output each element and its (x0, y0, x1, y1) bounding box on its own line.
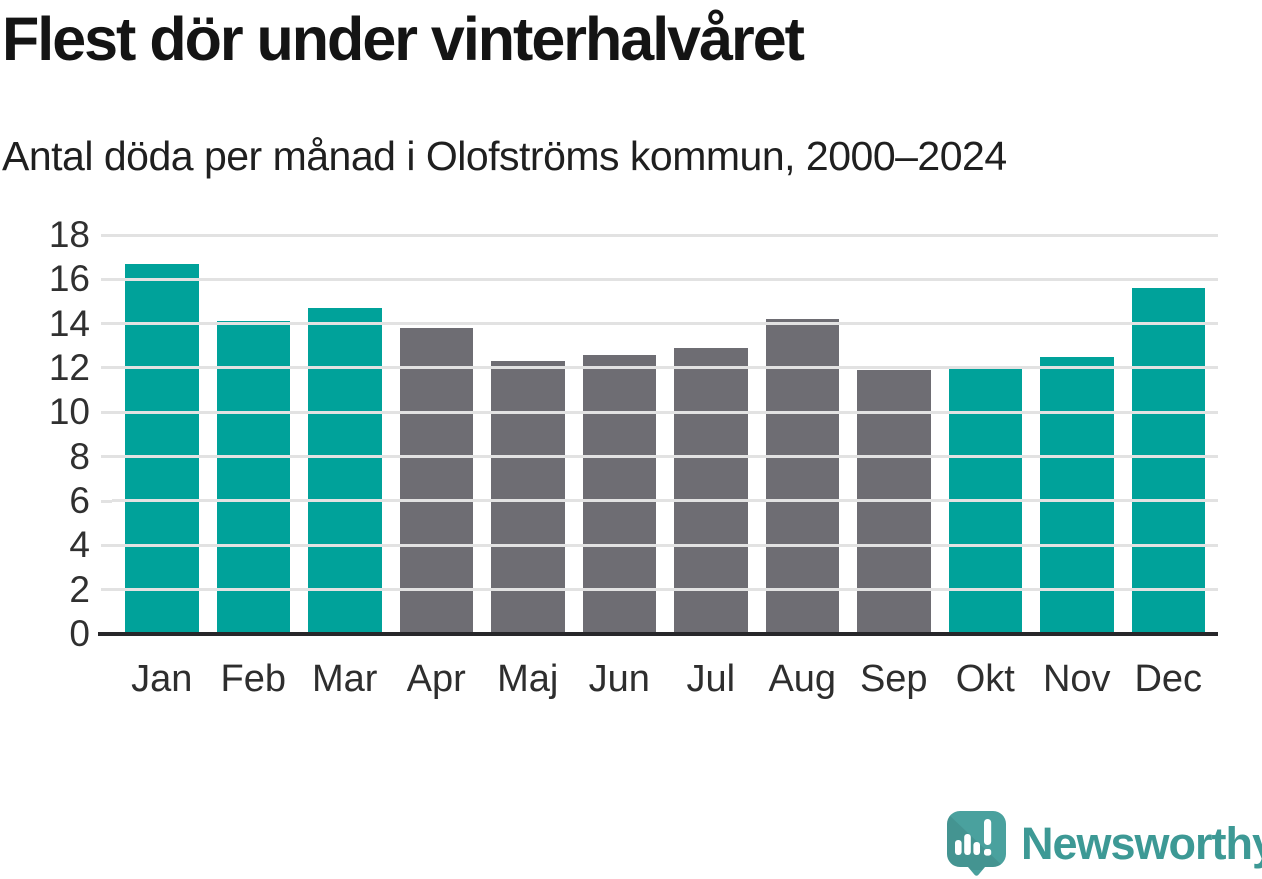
y-tick-16 (101, 277, 112, 281)
gridline-12 (112, 366, 1218, 370)
bar-jun (582, 354, 656, 634)
x-tick-label-nov: Nov (1042, 658, 1111, 700)
y-tick-8 (101, 455, 112, 459)
bar-slot-feb (216, 235, 290, 634)
y-tick-label-0: 0 (69, 613, 90, 654)
bar-slot-sep (857, 235, 931, 634)
y-tick-6 (101, 499, 112, 503)
y-tick-label-6: 6 (69, 479, 90, 521)
y-tick-label-18: 18 (48, 214, 90, 255)
bar-slot-jul (674, 235, 748, 634)
gridline-10 (112, 410, 1218, 414)
y-tick-2 (101, 588, 112, 592)
y-tick-10 (101, 410, 112, 414)
y-tick-label-4: 4 (69, 524, 90, 566)
y-tick-label-12: 12 (48, 346, 90, 388)
exclamation-dot (984, 849, 992, 856)
y-tick-label-16: 16 (48, 258, 90, 300)
bar-slot-okt (948, 235, 1022, 634)
bar-dec (1131, 288, 1205, 634)
y-axis: 0 2 4 6 8 10 12 14 16 18 (0, 214, 90, 654)
bar-slot-jan (125, 235, 199, 634)
bar-jul (674, 348, 748, 634)
chart-subtitle: Antal döda per månad i Olofströms kommun… (2, 133, 1007, 179)
chart-title: Flest dör under vinterhalvåret (2, 5, 805, 73)
x-tick-label-aug: Aug (768, 658, 837, 700)
bar-mar (308, 308, 382, 634)
gridline-14 (112, 322, 1218, 326)
brand-name: Newsworthy (1021, 818, 1262, 869)
bar-slot-nov (1040, 235, 1114, 634)
y-tick-12 (101, 366, 112, 370)
bar-feb (216, 321, 290, 634)
x-tick-label-mar: Mar (312, 658, 378, 700)
y-tick-label-8: 8 (69, 435, 90, 477)
mini-bar-1 (955, 840, 962, 855)
y-tick-4 (101, 543, 112, 547)
x-axis-line (98, 632, 1218, 636)
bar-slot-maj (491, 235, 565, 634)
x-tick-label-okt: Okt (955, 658, 1015, 700)
bar-slot-aug (765, 235, 839, 634)
bar-slot-jun (582, 235, 656, 634)
mini-bar-2 (964, 834, 971, 855)
x-tick-label-jul: Jul (686, 658, 736, 700)
y-tick-label-10: 10 (48, 391, 90, 433)
bar-apr (399, 328, 473, 634)
bars-group (112, 235, 1218, 634)
y-tick-18 (101, 233, 112, 237)
gridline-2 (112, 588, 1218, 592)
y-tick-14 (101, 322, 112, 326)
bar-nov (1040, 356, 1114, 634)
gridline-18 (112, 233, 1218, 237)
x-tick-label-dec: Dec (1134, 658, 1203, 700)
gridline-8 (112, 455, 1218, 459)
x-tick-label-jun: Jun (588, 658, 650, 700)
x-tick-label-maj: Maj (497, 658, 559, 700)
bar-jan (125, 263, 199, 634)
newsworthy-branding: Newsworthy (946, 810, 1262, 877)
x-tick-label-sep: Sep (859, 658, 928, 700)
bar-slot-mar (308, 235, 382, 634)
y-tick-label-2: 2 (69, 568, 90, 610)
gridline-4 (112, 543, 1218, 547)
gridline-6 (112, 499, 1218, 503)
mini-bar-3 (973, 842, 980, 855)
x-tick-label-feb: Feb (220, 658, 286, 700)
y-tick-label-14: 14 (48, 302, 90, 344)
plot-area (98, 233, 1218, 636)
gridline-16 (112, 277, 1218, 281)
x-tick-label-apr: Apr (406, 658, 466, 700)
bar-slot-dec (1131, 235, 1205, 634)
x-tick-label-jan: Jan (131, 658, 193, 700)
bar-maj (491, 361, 565, 634)
exclamation-bar (984, 819, 992, 845)
bar-slot-apr (399, 235, 473, 634)
bar-aug (765, 319, 839, 634)
bubble-shade (947, 812, 1006, 870)
newsworthy-logo-icon (947, 811, 1006, 876)
x-axis: Jan Feb Mar Apr Maj Jun Jul Aug Sep Okt Nov Dec (112, 648, 1218, 710)
